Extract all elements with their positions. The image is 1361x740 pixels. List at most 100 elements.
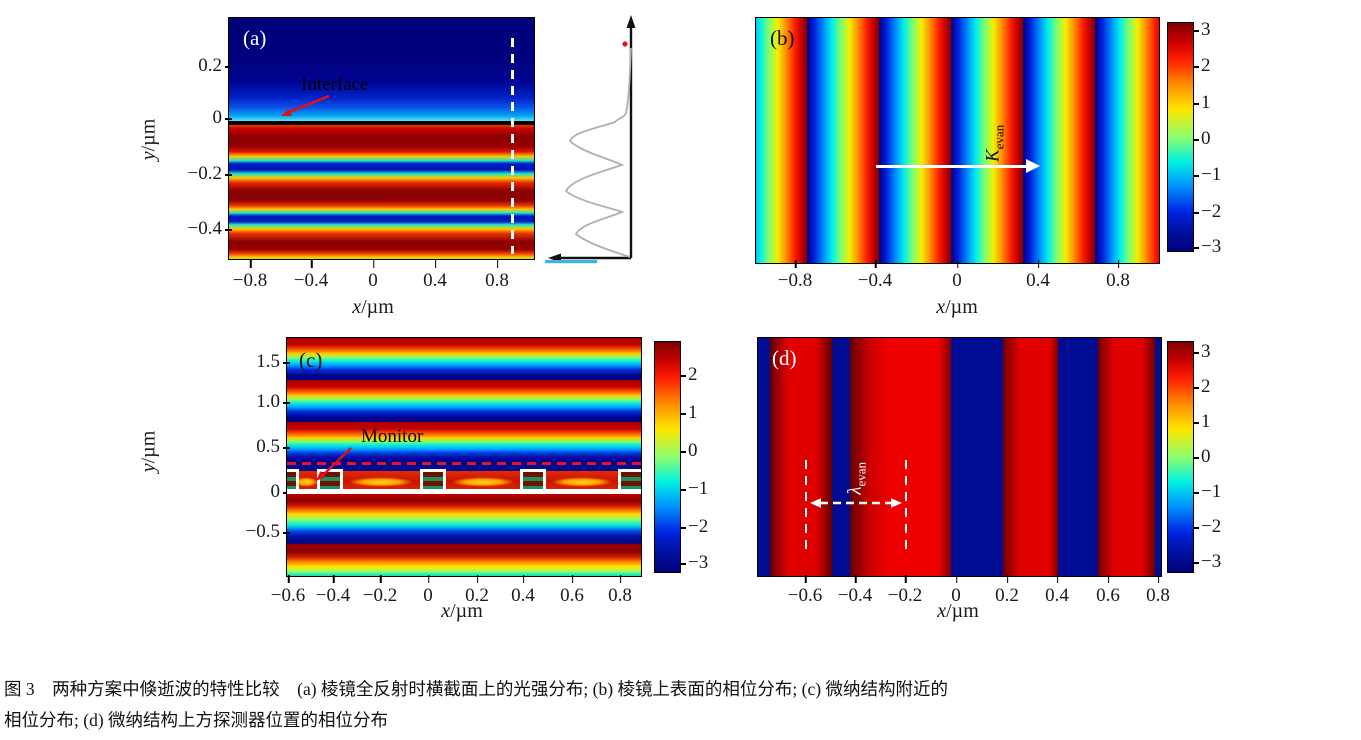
lambda-dashed-line-right <box>904 460 908 556</box>
lambda-dashed-line-left <box>804 460 808 556</box>
d-xaxis-label: x/µm <box>937 600 979 622</box>
c-cbtick-4: −2 <box>679 516 709 537</box>
panel-c-phase-below <box>287 494 641 576</box>
a-xtick-0: −0.8 <box>232 260 268 291</box>
field-hotspot <box>347 477 415 487</box>
interface-annotation: Interface <box>301 74 369 95</box>
panel-a-evanescent-region <box>229 18 534 122</box>
c-ytick-4: −0.5 <box>228 521 290 543</box>
sampling-dashed-line <box>511 38 514 254</box>
monitor-dashed-line <box>287 462 641 465</box>
c-ytick-3: 0 <box>228 481 290 503</box>
b-cbtick-0: 3 <box>1193 19 1211 40</box>
b-xaxis-label: x/µm <box>936 296 978 318</box>
c-cbtick-2: 0 <box>680 440 698 461</box>
lambda-evan-arrow-icon <box>810 498 902 508</box>
a-xtick-1: −0.4 <box>293 260 329 291</box>
field-hotspot <box>550 477 614 487</box>
c-ytick-2: 0.5 <box>228 436 290 458</box>
b-cbtick-6: −3 <box>1192 236 1222 257</box>
inset-cyan-baseline <box>545 260 597 264</box>
a-xtick-3: 0.4 <box>423 260 447 291</box>
a-ytick-3: −0.4 <box>170 218 232 240</box>
b-xtick-1: −0.4 <box>857 260 893 291</box>
b-xtick-0: −0.8 <box>777 260 813 291</box>
c-xtick-0: −0.6 <box>270 575 306 606</box>
k-evan-arrow-head-icon <box>1026 159 1040 173</box>
c-cbtick-3: −1 <box>679 478 709 499</box>
monitor-annotation: Monitor <box>361 426 424 447</box>
c-xtick-6: 0.6 <box>560 575 584 606</box>
k-evan-arrow-line <box>876 165 1028 168</box>
a-xtick-4: 0.8 <box>485 260 509 291</box>
c-cbtick-1: 1 <box>680 402 698 423</box>
d-cbtick-3: 0 <box>1193 446 1211 467</box>
d-xtick-3: 0 <box>951 575 961 606</box>
c-ytick-1: 1.0 <box>228 391 290 413</box>
c-ytick-0: 1.5 <box>228 351 290 373</box>
panel-c-label: (c) <box>299 348 323 372</box>
a-yaxis-label: y/µm <box>137 118 160 161</box>
b-xtick-4: 0.8 <box>1106 260 1130 291</box>
panel-c-heatmap: (c) Monitor <box>286 337 642 577</box>
d-cbtick-0: 3 <box>1193 341 1211 362</box>
a-ytick-1: 0 <box>170 107 232 129</box>
c-cbtick-5: −3 <box>679 552 709 573</box>
c-xtick-3: 0 <box>423 575 433 606</box>
d-xtick-6: 0.6 <box>1096 575 1120 606</box>
b-xtick-2: 0 <box>952 260 962 291</box>
figure-caption-line2: 相位分布; (d) 微纳结构上方探测器位置的相位分布 <box>4 710 389 730</box>
panel-c-structure-band <box>287 464 641 471</box>
lambda-evan-annotation: λevan <box>844 462 869 495</box>
d-xtick-5: 0.4 <box>1045 575 1069 606</box>
d-xtick-1: −0.4 <box>837 575 873 606</box>
field-hotspot <box>450 477 516 487</box>
b-cbtick-3: 0 <box>1193 128 1211 149</box>
d-xtick-4: 0.2 <box>995 575 1019 606</box>
a-xaxis-label: x/µm <box>352 296 394 318</box>
c-xtick-7: 0.8 <box>608 575 632 606</box>
a-ytick-2: −0.2 <box>170 163 232 185</box>
b-cbtick-1: 2 <box>1193 55 1211 76</box>
d-cbtick-2: 1 <box>1193 411 1211 432</box>
b-cbtick-5: −2 <box>1192 201 1222 222</box>
d-cbtick-5: −2 <box>1192 516 1222 537</box>
b-cbtick-4: −1 <box>1192 164 1222 185</box>
panel-b-label: (b) <box>770 26 795 50</box>
c-xtick-5: 0.4 <box>511 575 535 606</box>
monitor-arrow-icon <box>316 447 352 481</box>
panel-c-colorbar <box>654 341 681 573</box>
intensity-profile-inset <box>545 15 636 264</box>
panel-a-standing-wave-region <box>229 125 534 259</box>
panel-d-label: (d) <box>772 346 797 370</box>
d-xtick-0: −0.6 <box>787 575 823 606</box>
panel-c-phase-above <box>287 338 641 464</box>
a-xtick-2: 0 <box>368 260 378 291</box>
panel-b-colorbar <box>1167 22 1194 252</box>
d-cbtick-1: 2 <box>1193 376 1211 397</box>
panel-d-colorbar <box>1167 341 1194 573</box>
b-xtick-3: 0.4 <box>1026 260 1050 291</box>
c-xtick-2: −0.2 <box>362 575 398 606</box>
panel-d-heatmap: (d) λevan <box>757 337 1162 577</box>
panel-a-heatmap: (a) Interface <box>228 17 535 260</box>
intensity-profile-curve <box>564 47 632 258</box>
b-cbtick-2: 1 <box>1193 92 1211 113</box>
inset-red-marker <box>622 41 628 47</box>
panel-b-heatmap: (b) Kevan <box>755 17 1160 264</box>
c-xtick-1: −0.4 <box>315 575 351 606</box>
field-hotspot <box>293 477 319 487</box>
k-evan-annotation: Kevan <box>982 124 1007 163</box>
panel-a-label: (a) <box>243 26 267 50</box>
figure-caption-line1: 图 3 两种方案中倏逝波的特性比较 (a) 棱镜全反射时横截面上的光强分布; (… <box>4 679 948 699</box>
interface-line <box>229 121 534 125</box>
interface-arrow-icon <box>281 94 330 116</box>
d-xtick-7: 0.8 <box>1146 575 1170 606</box>
c-xaxis-label: x/µm <box>441 600 483 622</box>
substrate-baseline <box>287 489 641 494</box>
a-ytick-0: 0.2 <box>170 55 232 77</box>
d-cbtick-4: −1 <box>1192 481 1222 502</box>
inset-axis-up-arrow-icon <box>626 15 636 28</box>
c-yaxis-label: y/µm <box>137 430 160 473</box>
